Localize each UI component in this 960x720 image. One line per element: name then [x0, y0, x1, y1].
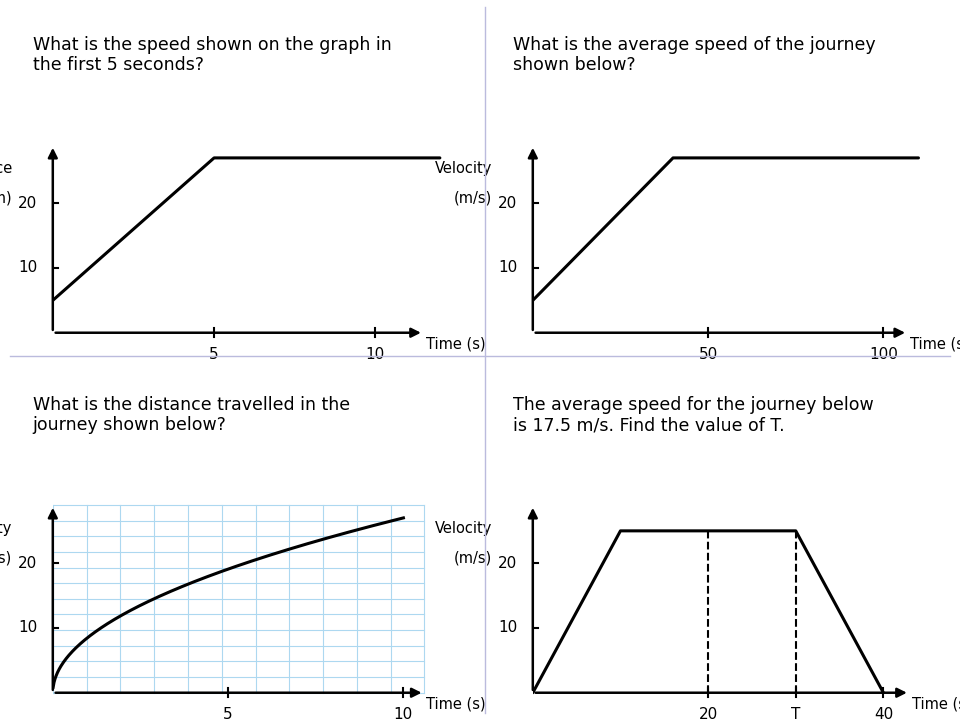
Text: 20: 20 — [498, 196, 517, 211]
Text: Velocity: Velocity — [0, 521, 12, 536]
Text: (m/s): (m/s) — [454, 551, 492, 566]
Text: 10: 10 — [366, 347, 385, 361]
Text: What is the average speed of the journey
shown below?: What is the average speed of the journey… — [513, 36, 876, 74]
Text: Velocity: Velocity — [435, 521, 492, 536]
Text: (m): (m) — [0, 191, 12, 206]
Text: Distance: Distance — [0, 161, 12, 176]
Text: 10: 10 — [498, 261, 517, 276]
Text: Time (s): Time (s) — [910, 336, 960, 351]
Text: What is the distance travelled in the
journey shown below?: What is the distance travelled in the jo… — [33, 396, 349, 434]
Text: 20: 20 — [699, 707, 718, 720]
Text: 40: 40 — [874, 707, 893, 720]
Text: 10: 10 — [394, 707, 413, 720]
Text: 20: 20 — [498, 556, 517, 571]
Text: 50: 50 — [699, 347, 718, 361]
Text: Velocity: Velocity — [435, 161, 492, 176]
Text: 100: 100 — [869, 347, 898, 361]
Text: 5: 5 — [224, 707, 233, 720]
Text: 5: 5 — [209, 347, 219, 361]
Text: 10: 10 — [18, 261, 37, 276]
Text: What is the speed shown on the graph in
the first 5 seconds?: What is the speed shown on the graph in … — [33, 36, 392, 74]
Text: 20: 20 — [18, 556, 37, 571]
Text: Time (s): Time (s) — [912, 696, 960, 711]
Text: Time (s): Time (s) — [426, 696, 486, 711]
Text: (m/s): (m/s) — [454, 191, 492, 206]
Text: 20: 20 — [18, 196, 37, 211]
Text: (m/s): (m/s) — [0, 551, 12, 566]
Text: 10: 10 — [18, 621, 37, 636]
Text: Time (s): Time (s) — [425, 336, 485, 351]
Text: The average speed for the journey below
is 17.5 m/s. Find the value of T.: The average speed for the journey below … — [513, 396, 874, 434]
Text: 10: 10 — [498, 621, 517, 636]
Text: T: T — [791, 707, 801, 720]
